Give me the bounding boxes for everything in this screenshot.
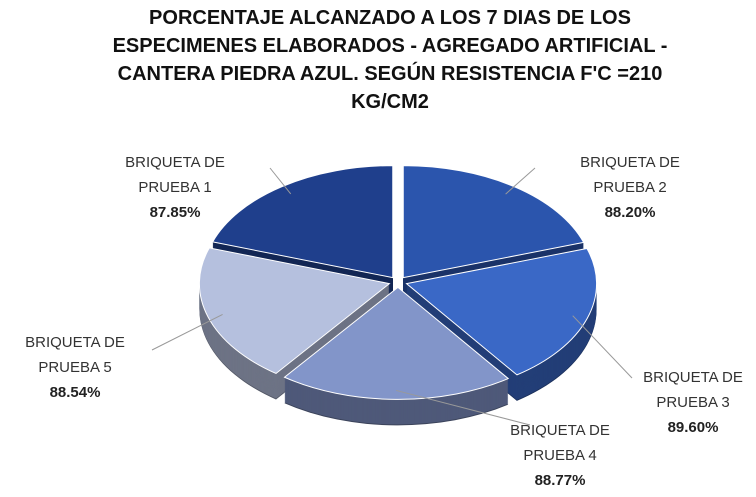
leader-line: [505, 167, 536, 195]
chart-title: PORCENTAJE ALCANZADO A LOS 7 DIAS DE LOS…: [112, 7, 668, 113]
category-label: BRIQUETA DE PRUEBA 2: [580, 154, 680, 196]
value-label: 87.85%: [149, 204, 201, 221]
category-label: BRIQUETA DE PRUEBA 4: [510, 422, 610, 464]
value-label: 88.54%: [49, 384, 101, 401]
data-label: BRIQUETA DE PRUEBA 4 88.77%: [485, 418, 635, 493]
leader-line: [269, 167, 292, 195]
value-label: 88.20%: [604, 204, 656, 221]
leader-line: [396, 389, 531, 426]
data-label: BRIQUETA DE PRUEBA 1 87.85%: [100, 150, 250, 225]
category-label: BRIQUETA DE PRUEBA 1: [125, 154, 225, 196]
data-label: BRIQUETA DE PRUEBA 5 88.54%: [0, 330, 150, 405]
data-label: BRIQUETA DE PRUEBA 2 88.20%: [555, 150, 705, 225]
data-label: BRIQUETA DE PRUEBA 3 89.60%: [618, 365, 756, 440]
value-label: 89.60%: [667, 419, 719, 436]
value-label: 88.77%: [534, 472, 586, 489]
slice: [211, 165, 394, 279]
category-label: BRIQUETA DE PRUEBA 5: [25, 334, 125, 376]
slice: [198, 247, 391, 375]
slice: [405, 247, 597, 376]
slice: [283, 286, 510, 400]
leader-line: [151, 313, 223, 351]
leader-line: [572, 315, 633, 379]
category-label: BRIQUETA DE PRUEBA 3: [643, 369, 743, 411]
